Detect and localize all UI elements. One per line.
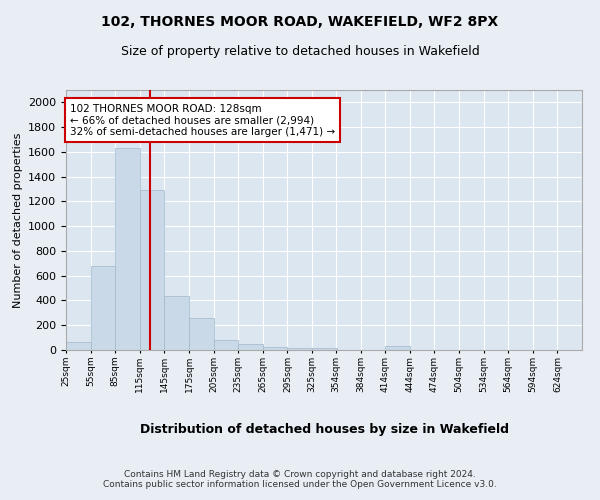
Text: Size of property relative to detached houses in Wakefield: Size of property relative to detached ho…	[121, 45, 479, 58]
Bar	[140, 190, 164, 350]
Bar	[189, 318, 214, 350]
Bar	[385, 346, 410, 350]
Bar	[91, 266, 115, 350]
Bar	[312, 348, 337, 350]
Text: 102, THORNES MOOR ROAD, WAKEFIELD, WF2 8PX: 102, THORNES MOOR ROAD, WAKEFIELD, WF2 8…	[101, 15, 499, 29]
Text: Distribution of detached houses by size in Wakefield: Distribution of detached houses by size …	[139, 422, 509, 436]
Text: 102 THORNES MOOR ROAD: 128sqm
← 66% of detached houses are smaller (2,994)
32% o: 102 THORNES MOOR ROAD: 128sqm ← 66% of d…	[70, 104, 335, 137]
Y-axis label: Number of detached properties: Number of detached properties	[13, 132, 23, 308]
Bar	[164, 296, 189, 350]
Bar	[214, 340, 238, 350]
Bar	[287, 348, 312, 350]
Bar	[115, 148, 140, 350]
Bar	[66, 342, 91, 350]
Text: Contains HM Land Registry data © Crown copyright and database right 2024.
Contai: Contains HM Land Registry data © Crown c…	[103, 470, 497, 490]
Bar	[238, 344, 263, 350]
Bar	[263, 347, 287, 350]
